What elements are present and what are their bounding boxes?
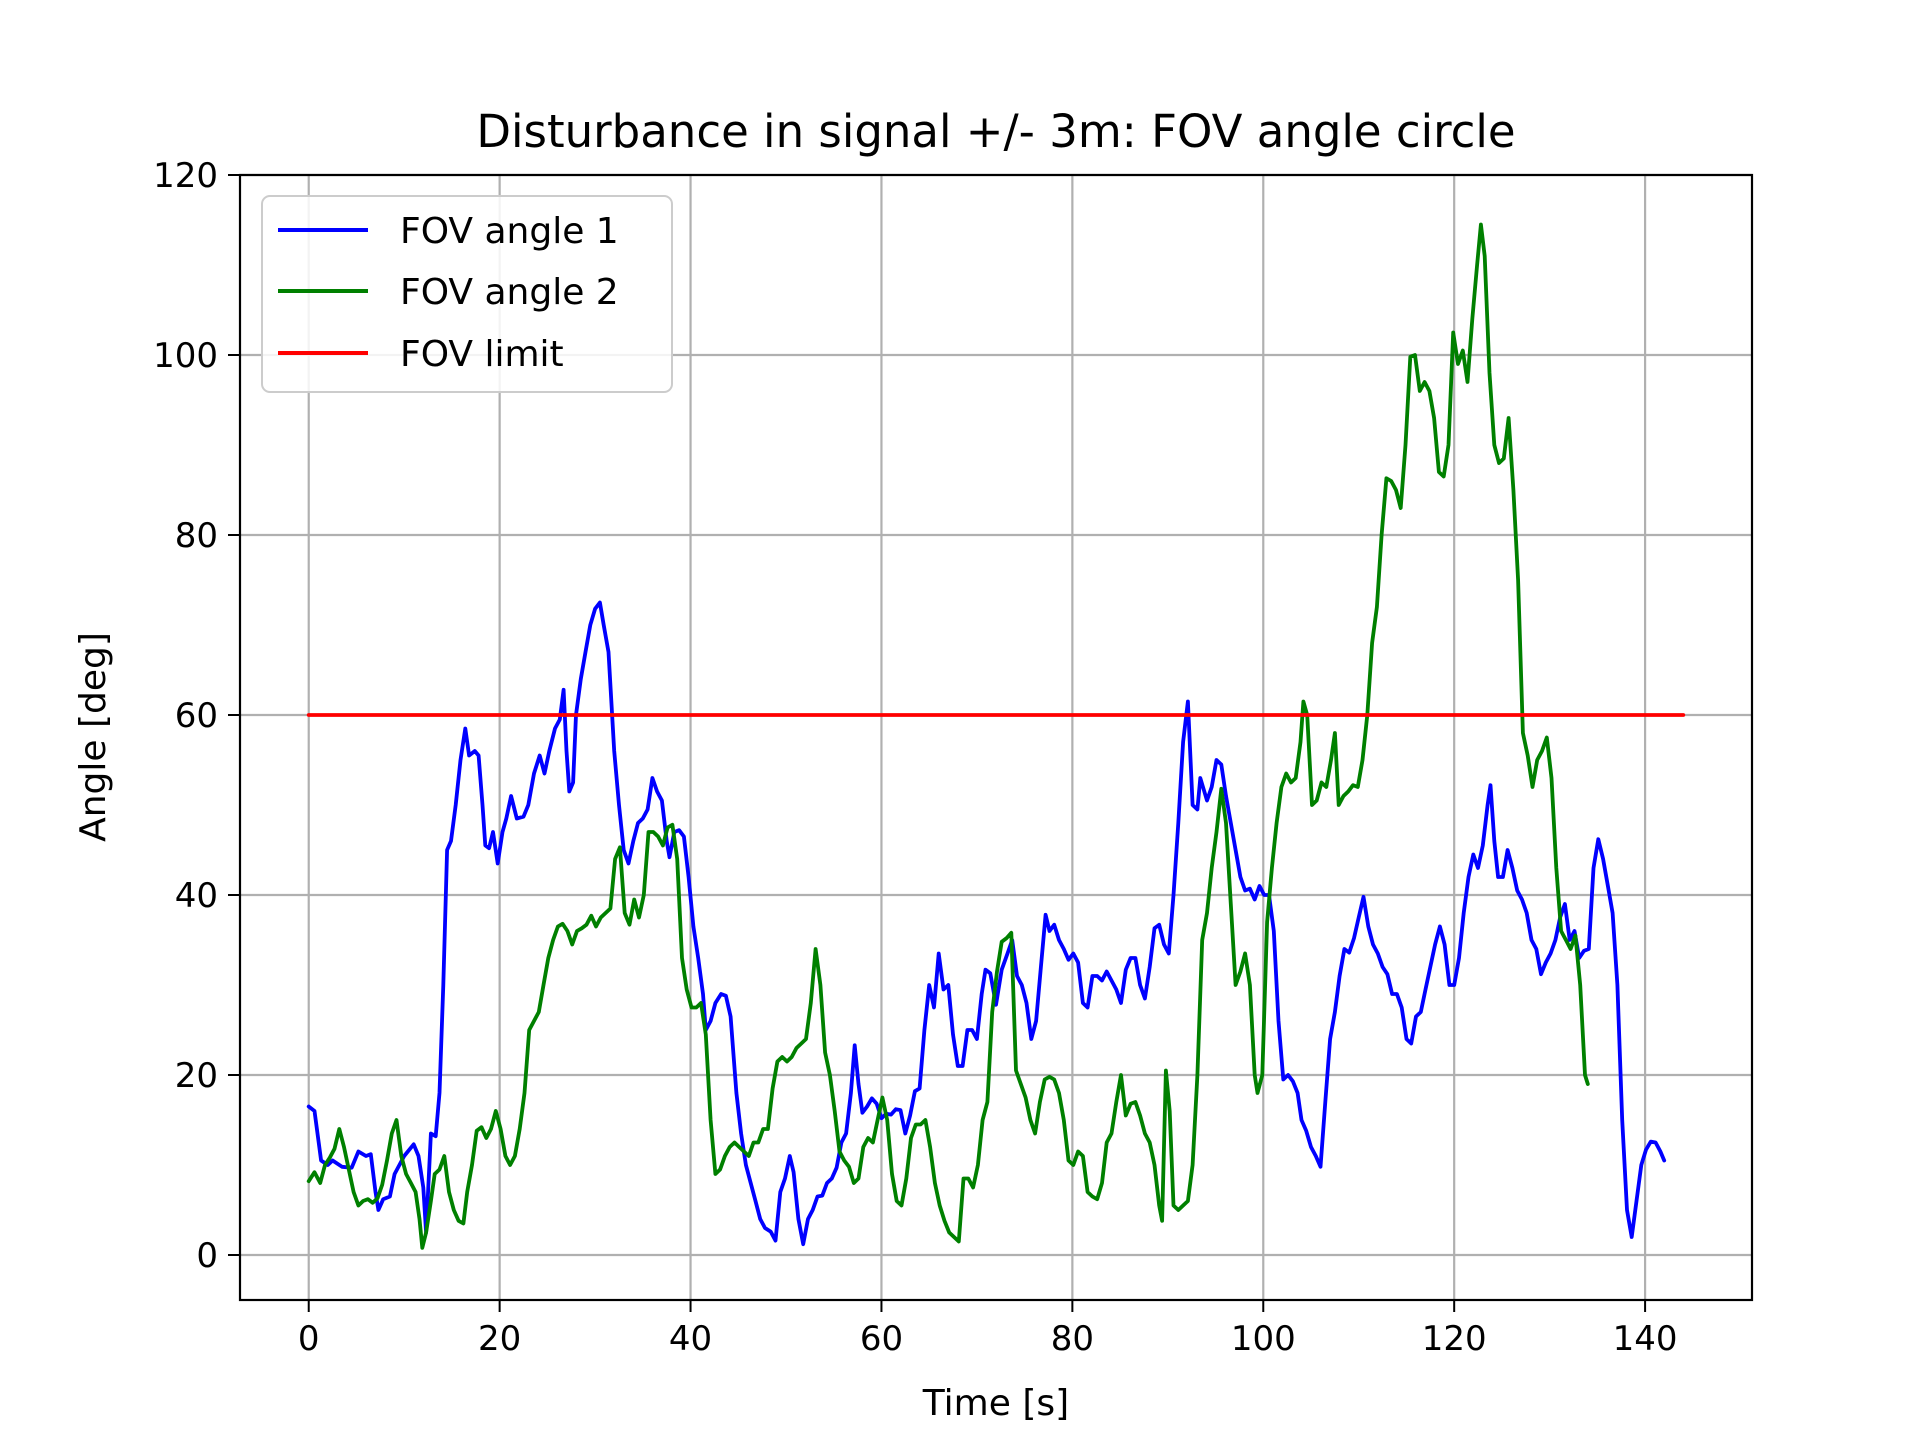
legend-label-fov-limit: FOV limit	[400, 334, 564, 375]
y-tick-label: 80	[175, 516, 218, 556]
x-tick-label: 120	[1422, 1319, 1487, 1359]
series-line-fov-angle-2	[306, 222, 1590, 1250]
series-line-fov-angle-1	[306, 600, 1667, 1247]
legend-label-fov-angle-2: FOV angle 2	[400, 272, 619, 313]
y-tick-label: 100	[153, 336, 218, 376]
x-tick-label: 100	[1231, 1319, 1296, 1359]
plot-frame	[238, 173, 1754, 1302]
y-tick-label: 20	[175, 1056, 218, 1096]
legend-label-fov-angle-1: FOV angle 1	[400, 211, 619, 252]
y-tick-label: 120	[153, 156, 218, 196]
x-axis-label: Time [s]	[922, 1383, 1069, 1424]
x-tick-label: 80	[1051, 1319, 1094, 1359]
legend-frame	[261, 195, 673, 393]
series-layer	[306, 222, 1686, 1250]
y-tick-label: 0	[196, 1236, 218, 1276]
x-axis-ticks: 0 20 40 60 80 100 120 140	[298, 1300, 1678, 1359]
x-tick-label: 140	[1613, 1319, 1678, 1359]
x-tick-label: 60	[860, 1319, 903, 1359]
y-axis-ticks: 0 20 40 60 80 100 120	[153, 156, 240, 1276]
x-tick-label: 20	[478, 1319, 521, 1359]
y-tick-label: 60	[175, 696, 218, 736]
x-tick-label: 0	[298, 1319, 320, 1359]
x-tick-label: 40	[669, 1319, 712, 1359]
y-tick-label: 40	[175, 876, 218, 916]
legend: FOV angle 1 FOV angle 2 FOV limit	[261, 195, 673, 393]
y-axis-label: Angle [deg]	[73, 632, 114, 842]
chart-title: Disturbance in signal +/- 3m: FOV angle …	[476, 105, 1515, 158]
